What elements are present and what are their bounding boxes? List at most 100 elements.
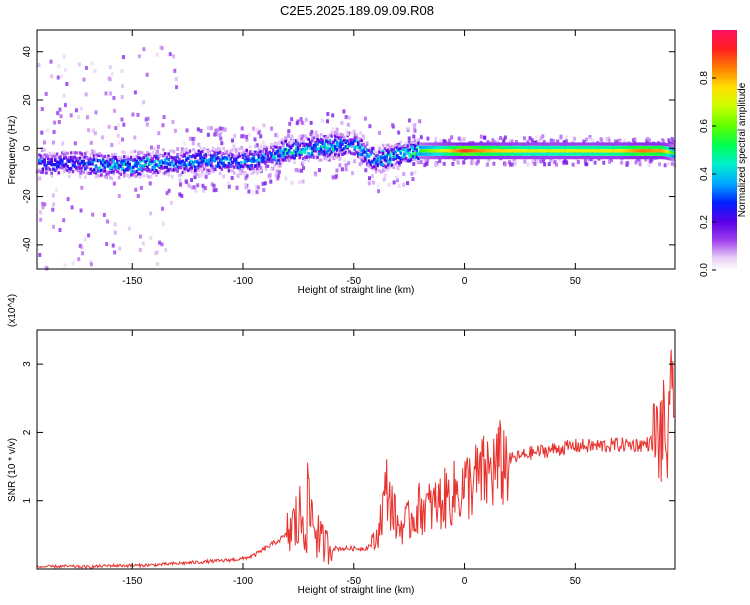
heatmap-cell	[564, 160, 568, 165]
heatmap-cell	[188, 149, 192, 153]
heatmap-cell	[557, 149, 560, 153]
heatmap-cell	[602, 160, 606, 165]
heatmap-cell	[284, 156, 287, 160]
heatmap-cell	[211, 155, 215, 159]
heatmap-cell	[346, 151, 349, 155]
heatmap-cell	[651, 142, 654, 146]
heatmap-cell	[131, 169, 135, 173]
heatmap-cell	[319, 147, 323, 152]
heatmap-cell	[645, 142, 649, 146]
heatmap-cell	[637, 142, 640, 146]
heatmap-cell	[362, 146, 365, 150]
heatmap-cell	[133, 170, 137, 175]
heatmap-cell	[347, 161, 351, 166]
heatmap-cell	[512, 142, 516, 146]
heatmap-cell	[388, 165, 392, 169]
heatmap-cell	[110, 165, 114, 170]
heatmap-cell	[505, 152, 509, 156]
heatmap-cell	[318, 139, 321, 143]
heatmap-cell	[309, 120, 313, 125]
heatmap-cell	[301, 134, 305, 139]
heatmap-cell	[617, 145, 621, 150]
heatmap-cell	[282, 151, 286, 155]
heatmap-cell	[532, 142, 536, 146]
heatmap-cell	[302, 150, 305, 154]
heatmap-cell	[45, 164, 48, 168]
heatmap-cell	[488, 155, 491, 160]
heatmap-cell	[89, 262, 93, 267]
heatmap-cell	[514, 155, 518, 160]
heatmap-cell	[78, 151, 82, 155]
heatmap-cell	[495, 152, 498, 156]
heatmap-cell	[101, 135, 105, 140]
heatmap-cell	[277, 158, 280, 162]
heatmap-cell	[251, 190, 255, 195]
heatmap-cell	[493, 155, 497, 160]
heatmap-cell	[514, 142, 518, 146]
heatmap-cell	[96, 167, 100, 171]
heatmap-cell	[668, 150, 672, 154]
heatmap-cell	[468, 142, 472, 146]
heatmap-cell	[287, 158, 291, 163]
heatmap-cell	[241, 150, 245, 154]
heatmap-cell	[128, 175, 131, 180]
heatmap-cell	[185, 128, 189, 133]
heatmap-cell	[505, 142, 509, 146]
heatmap-cell	[59, 114, 63, 119]
heatmap-cell	[202, 153, 206, 158]
heatmap-cell	[631, 155, 635, 160]
heatmap-cell	[454, 149, 458, 153]
heatmap-cell	[427, 152, 431, 156]
heatmap-cell	[300, 139, 303, 144]
heatmap-cell	[277, 151, 281, 156]
heatmap-cell	[108, 175, 112, 180]
heatmap-cell	[162, 160, 165, 165]
heatmap-cell	[387, 143, 390, 147]
heatmap-cell	[580, 142, 583, 146]
heatmap-cell	[468, 145, 472, 150]
heatmap-cell	[318, 158, 321, 162]
heatmap-cell	[158, 160, 162, 164]
heatmap-cell	[254, 144, 257, 149]
heatmap-cell	[667, 156, 670, 161]
heatmap-cell	[312, 145, 316, 149]
heatmap-cell	[82, 77, 86, 82]
heatmap-cell	[391, 123, 395, 128]
heatmap-cell	[296, 141, 300, 145]
heatmap-cell	[63, 263, 67, 268]
heatmap-cell	[259, 150, 263, 154]
heatmap-cell	[142, 47, 146, 52]
heatmap-cell	[271, 155, 275, 159]
heatmap-cell	[520, 152, 523, 156]
heatmap-cell	[355, 139, 358, 143]
heatmap-cell	[254, 159, 257, 163]
heatmap-cell	[64, 156, 68, 160]
heatmap-cell	[477, 155, 481, 160]
heatmap-cell	[316, 147, 319, 151]
heatmap-cell	[112, 181, 116, 186]
heatmap-cell	[434, 155, 438, 160]
heatmap-cell	[303, 155, 307, 159]
heatmap-cell	[599, 155, 603, 160]
heatmap-cell	[672, 151, 676, 155]
heatmap-cell	[415, 160, 419, 164]
heatmap-cell	[98, 174, 101, 178]
heatmap-cell	[328, 133, 332, 137]
heatmap-cell	[491, 155, 495, 160]
heatmap-cell	[73, 141, 77, 146]
heatmap-cell	[171, 119, 175, 124]
heatmap-cell	[612, 155, 615, 160]
heatmap-cell	[667, 146, 670, 150]
heatmap-cell	[507, 149, 511, 153]
heatmap-cell	[46, 166, 50, 170]
heatmap-cell	[243, 162, 247, 166]
heatmap-cell	[347, 115, 351, 120]
heatmap-cell	[236, 153, 240, 158]
heatmap-cell	[511, 142, 514, 146]
heatmap-cell	[288, 121, 292, 126]
heatmap-cell	[482, 152, 486, 156]
colorbar-tick-label: 0.2	[699, 215, 710, 229]
heatmap-cell	[520, 149, 523, 153]
heatmap-cell	[408, 148, 412, 152]
heatmap-cell	[569, 152, 573, 156]
